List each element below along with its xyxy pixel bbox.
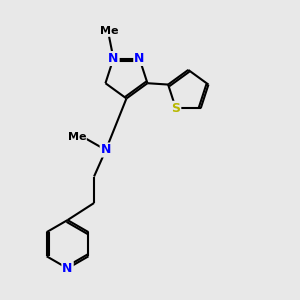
Text: N: N [100, 143, 111, 157]
Text: S: S [171, 102, 180, 115]
Text: N: N [108, 52, 119, 65]
Text: N: N [62, 262, 73, 275]
Text: Me: Me [68, 132, 86, 142]
Text: N: N [134, 52, 145, 65]
Text: Me: Me [100, 26, 118, 36]
